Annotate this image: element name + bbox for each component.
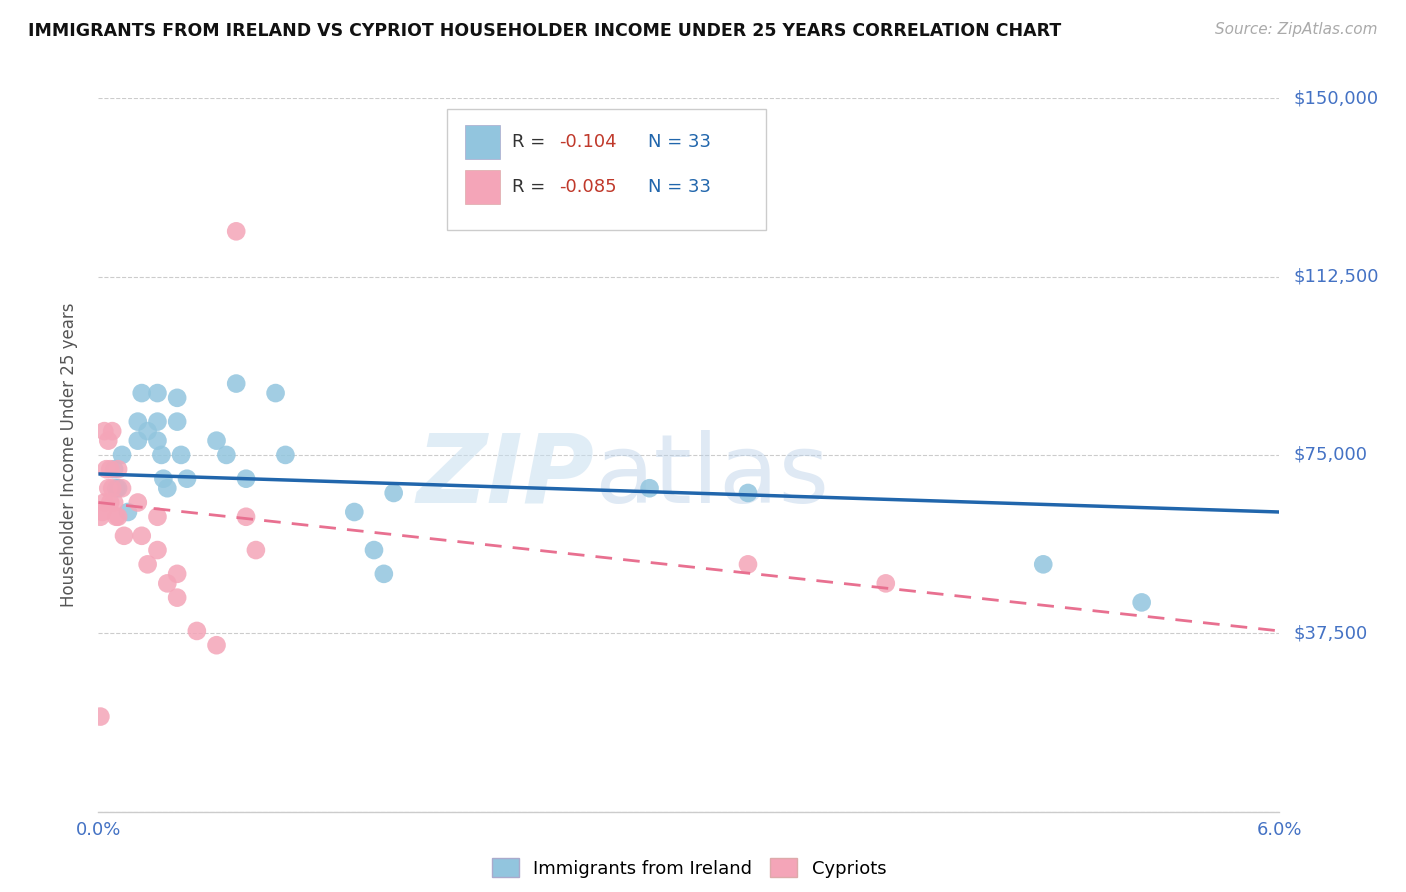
Text: atlas: atlas <box>595 430 830 523</box>
Text: ZIP: ZIP <box>416 430 595 523</box>
Text: $150,000: $150,000 <box>1294 89 1378 107</box>
FancyBboxPatch shape <box>464 170 501 204</box>
Point <box>235 509 257 524</box>
Text: N = 33: N = 33 <box>648 134 710 152</box>
Point <box>146 386 169 401</box>
Point <box>91 505 114 519</box>
Point <box>107 462 129 476</box>
Point <box>111 448 134 462</box>
Point <box>235 472 257 486</box>
Point <box>146 434 169 448</box>
Point <box>136 558 159 572</box>
Point <box>131 529 153 543</box>
Point <box>117 505 139 519</box>
Point <box>112 529 135 543</box>
Point <box>382 486 405 500</box>
Point <box>105 481 128 495</box>
Point <box>146 509 169 524</box>
Point <box>103 495 125 509</box>
Text: N = 33: N = 33 <box>648 178 710 196</box>
Point <box>152 472 174 486</box>
Point <box>166 591 188 605</box>
Point <box>96 462 118 476</box>
Text: -0.104: -0.104 <box>560 134 617 152</box>
Point <box>205 638 228 652</box>
Point <box>107 509 129 524</box>
Text: $37,500: $37,500 <box>1294 624 1368 642</box>
Point <box>638 481 661 495</box>
Point <box>264 386 287 401</box>
Point <box>127 495 149 509</box>
Point <box>1032 558 1054 572</box>
Point <box>150 448 173 462</box>
Point <box>107 481 129 495</box>
Y-axis label: Householder Income Under 25 years: Householder Income Under 25 years <box>59 302 77 607</box>
FancyBboxPatch shape <box>447 109 766 230</box>
Text: $112,500: $112,500 <box>1294 268 1379 285</box>
Point <box>146 543 169 558</box>
Point <box>97 481 120 495</box>
Point <box>225 376 247 391</box>
Point <box>131 386 153 401</box>
Text: R =: R = <box>512 134 551 152</box>
Point <box>205 434 228 448</box>
Legend: Immigrants from Ireland, Cypriots: Immigrants from Ireland, Cypriots <box>484 851 894 885</box>
Point <box>875 576 897 591</box>
Point <box>225 224 247 238</box>
Point <box>89 509 111 524</box>
Point <box>343 505 366 519</box>
Point <box>136 424 159 438</box>
Point <box>737 486 759 500</box>
Point <box>170 448 193 462</box>
Text: R =: R = <box>512 178 551 196</box>
Point <box>274 448 297 462</box>
Point <box>103 462 125 476</box>
Point <box>98 462 121 476</box>
Point <box>101 481 124 495</box>
Point <box>89 709 111 723</box>
Point <box>176 472 198 486</box>
Point <box>156 481 179 495</box>
Point <box>737 558 759 572</box>
Point <box>166 391 188 405</box>
Point <box>215 448 238 462</box>
Point <box>245 543 267 558</box>
Text: IMMIGRANTS FROM IRELAND VS CYPRIOT HOUSEHOLDER INCOME UNDER 25 YEARS CORRELATION: IMMIGRANTS FROM IRELAND VS CYPRIOT HOUSE… <box>28 22 1062 40</box>
Text: -0.085: -0.085 <box>560 178 617 196</box>
Point <box>101 424 124 438</box>
Point <box>127 415 149 429</box>
Text: $75,000: $75,000 <box>1294 446 1368 464</box>
Point <box>166 566 188 581</box>
Point <box>127 434 149 448</box>
Point <box>1130 595 1153 609</box>
Point <box>156 576 179 591</box>
Point <box>97 434 120 448</box>
FancyBboxPatch shape <box>464 125 501 160</box>
Text: Source: ZipAtlas.com: Source: ZipAtlas.com <box>1215 22 1378 37</box>
Point <box>98 495 121 509</box>
Point <box>146 415 169 429</box>
Point <box>186 624 208 638</box>
Point <box>93 495 115 509</box>
Point <box>166 415 188 429</box>
Point <box>93 424 115 438</box>
Point <box>363 543 385 558</box>
Point <box>105 509 128 524</box>
Point <box>111 481 134 495</box>
Point <box>373 566 395 581</box>
